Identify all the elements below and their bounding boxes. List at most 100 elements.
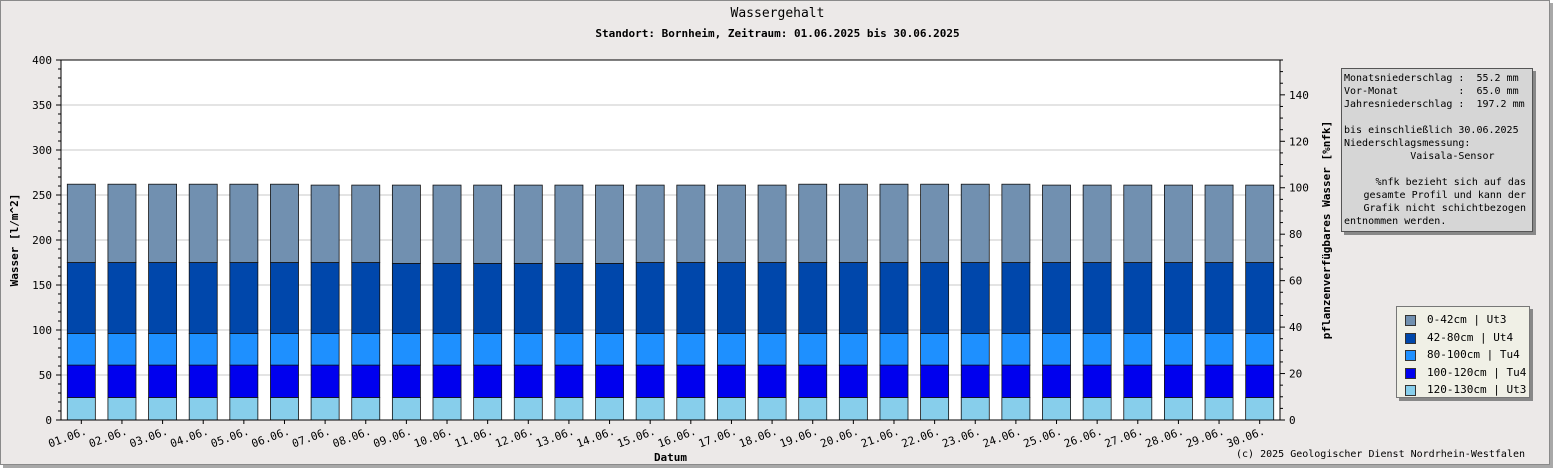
bar-segment-1 [960, 397, 990, 421]
bar-segment-2 [229, 364, 259, 398]
bar-segment-5 [1123, 184, 1153, 263]
bar-segment-5 [1245, 184, 1275, 263]
bar-segment-5 [270, 183, 299, 263]
bar-segment-5 [1163, 184, 1193, 263]
bar-segment-3 [432, 333, 462, 366]
bar-segment-5 [554, 184, 584, 264]
bar-segment-4 [676, 262, 706, 334]
y2-tick-label: 0 [1289, 414, 1296, 427]
bar-segment-3 [473, 333, 503, 366]
bar-segment-1 [920, 397, 950, 421]
x-tick-label: 26.06. [1062, 425, 1104, 451]
x-tick-label: 04.06. [168, 425, 210, 451]
bar-segment-4 [554, 262, 584, 334]
bar-segment-2 [676, 364, 706, 398]
bar-segment-5 [757, 184, 787, 263]
x-tick-label: 20.06. [819, 425, 861, 451]
bar-segment-1 [1163, 397, 1193, 421]
x-tick-label: 22.06. [900, 425, 942, 451]
bar-segment-4 [351, 262, 381, 334]
bar-segment-3 [920, 333, 950, 366]
bar-segment-2 [513, 364, 543, 398]
bar-segment-1 [107, 397, 137, 421]
x-tick-label: 13.06. [534, 425, 576, 451]
bar-segment-2 [351, 364, 381, 398]
bar-segment-4 [1163, 262, 1193, 334]
bar-segment-3 [66, 333, 96, 366]
y2-tick-label: 40 [1289, 321, 1302, 334]
bar-segment-3 [1204, 333, 1234, 366]
x-tick-label: 24.06. [981, 425, 1023, 451]
bar-segment-3 [1042, 333, 1071, 366]
x-tick-label: 29.06. [1184, 425, 1226, 451]
y2-tick-label: 120 [1289, 135, 1309, 148]
bar-segment-1 [1042, 397, 1071, 421]
bar-segment-3 [595, 333, 624, 366]
bar-segment-5 [513, 184, 543, 264]
bar-segment-5 [188, 183, 218, 263]
bar-segment-1 [148, 397, 178, 421]
legend-swatch [1405, 350, 1416, 361]
x-tick-label: 19.06. [778, 425, 820, 451]
bar-segment-1 [838, 397, 868, 421]
x-tick-label: 18.06. [737, 425, 779, 451]
bar-segment-1 [676, 397, 706, 421]
bar-segment-4 [717, 262, 746, 334]
bar-segment-4 [66, 262, 96, 334]
bar-segment-5 [676, 184, 706, 263]
bar-segment-5 [1204, 184, 1234, 263]
x-tick-label: 09.06. [372, 425, 414, 451]
info-line: Monatsniederschlag : 55.2 mm [1344, 73, 1519, 84]
bar-segment-3 [1001, 333, 1031, 366]
chart-title: Wassergehalt [730, 6, 825, 21]
bar-segment-4 [1204, 262, 1234, 334]
x-tick-label: 03.06. [128, 425, 170, 451]
bar-segment-2 [310, 364, 340, 398]
bar-segment-2 [920, 364, 950, 398]
bar-segment-3 [1082, 333, 1112, 366]
bar-segment-5 [351, 184, 381, 263]
bar-segment-1 [595, 397, 624, 421]
bar-segment-3 [838, 333, 868, 366]
bar-segment-3 [107, 333, 137, 366]
bar-segment-1 [310, 397, 340, 421]
x-tick-label: 08.06. [331, 425, 373, 451]
legend-label: 80-100cm | Tu4 [1427, 348, 1520, 361]
bar-segment-1 [229, 397, 259, 421]
bar-segment-5 [920, 183, 950, 263]
bar-segment-2 [1245, 364, 1275, 398]
info-line: bis einschließlich 30.06.2025 [1344, 125, 1519, 136]
y-tick-label: 400 [32, 54, 52, 67]
bar-segment-3 [798, 333, 828, 366]
bar-segment-1 [1001, 397, 1031, 421]
bar-segment-5 [838, 183, 868, 263]
bar-segment-3 [270, 333, 299, 366]
x-tick-label: 23.06. [940, 425, 982, 451]
bar-segment-4 [798, 262, 828, 334]
x-tick-label: 11.06. [453, 425, 495, 451]
bar-segment-2 [554, 364, 584, 398]
bar-segment-4 [1001, 262, 1031, 334]
bar-segment-3 [1245, 333, 1275, 366]
y2-tick-label: 100 [1289, 182, 1309, 195]
bar-segment-2 [798, 364, 828, 398]
bar-segment-3 [513, 333, 543, 366]
bar-segment-4 [879, 262, 909, 334]
x-tick-label: 01.06. [47, 425, 89, 451]
bar-segment-2 [270, 364, 299, 398]
bar-segment-2 [960, 364, 990, 398]
y-tick-label: 250 [32, 189, 52, 202]
y-tick-label: 300 [32, 144, 52, 157]
bar-segment-1 [432, 397, 462, 421]
y-tick-label: 200 [32, 234, 52, 247]
x-tick-label: 02.06. [87, 425, 129, 451]
bar-segment-4 [432, 262, 462, 334]
bar-segment-4 [513, 262, 543, 334]
bar-segment-1 [1082, 397, 1112, 421]
bar-segment-2 [66, 364, 96, 398]
bar-segment-3 [1123, 333, 1153, 366]
bar-segment-2 [635, 364, 665, 398]
bar-segment-2 [879, 364, 909, 398]
bar-segment-3 [1163, 333, 1193, 366]
